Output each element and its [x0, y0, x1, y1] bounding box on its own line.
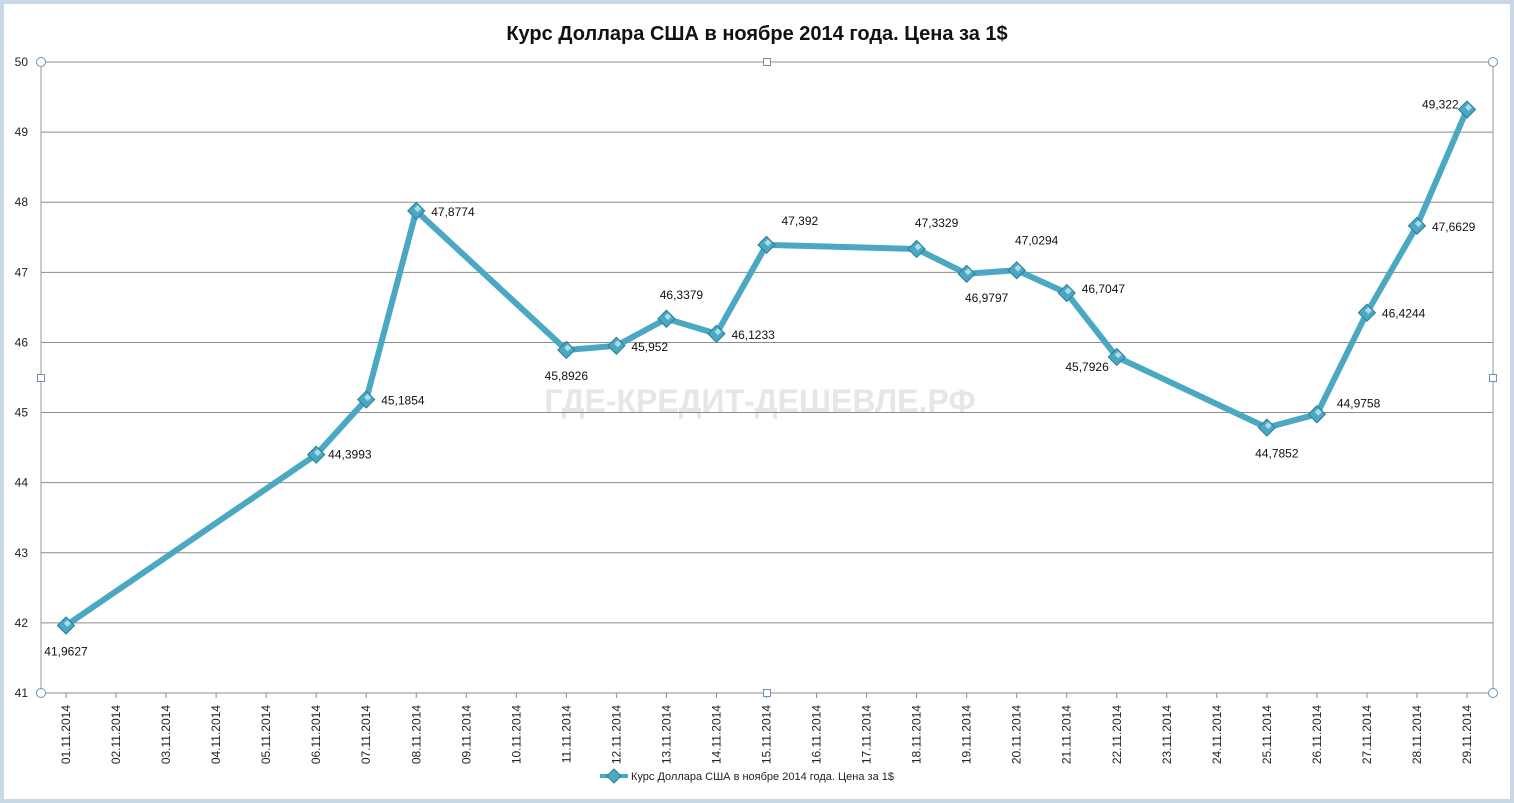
data-label: 47,0294 — [1015, 233, 1059, 247]
x-tick-label: 13.11.2014 — [659, 705, 673, 764]
gridlines — [40, 61, 1494, 694]
x-tick-label: 14.11.2014 — [709, 705, 723, 764]
x-tick-label: 28.11.2014 — [1410, 705, 1424, 764]
data-label: 49,322 — [1422, 98, 1459, 112]
resize-handle[interactable] — [36, 688, 46, 698]
x-tick-label: 10.11.2014 — [509, 705, 523, 764]
data-label: 46,7047 — [1082, 282, 1126, 296]
data-label: 46,9797 — [965, 291, 1009, 305]
data-label: 44,3993 — [328, 448, 372, 462]
x-tick-label: 09.11.2014 — [459, 705, 473, 764]
x-tick-label: 22.11.2014 — [1110, 705, 1124, 764]
y-tick-label: 42 — [15, 616, 29, 630]
data-point-highlight — [364, 393, 372, 401]
x-tick-label: 27.11.2014 — [1360, 705, 1374, 764]
data-labels: 41,9627 44,3993 45,1854 47,8774 45,8926 45,95… — [44, 98, 1475, 659]
resize-handle[interactable] — [763, 58, 771, 66]
x-tick-label: 20.11.2014 — [1010, 705, 1024, 764]
y-tick-label: 44 — [15, 476, 29, 490]
y-tick-label: 43 — [15, 546, 29, 560]
x-tick-label: 19.11.2014 — [960, 705, 974, 764]
resize-handle[interactable] — [1488, 57, 1498, 67]
resize-handle[interactable] — [1489, 374, 1497, 382]
x-tick-label: 05.11.2014 — [259, 705, 273, 764]
x-tick-label: 29.11.2014 — [1460, 705, 1474, 764]
data-label: 44,7852 — [1255, 447, 1299, 461]
x-tick-label: 03.11.2014 — [159, 705, 173, 764]
data-point-highlight — [314, 449, 322, 457]
data-label: 45,7926 — [1065, 360, 1109, 374]
data-point-highlight — [414, 205, 422, 213]
plot-area-border — [40, 61, 1494, 694]
series-line — [56, 100, 1477, 635]
legend-marker-swatch — [606, 768, 622, 784]
x-axis: 01.11.2014 02.11.2014 03.11.2014 04.11.2014… — [59, 693, 1474, 764]
y-tick-label: 41 — [15, 686, 29, 700]
data-label: 47,392 — [782, 214, 819, 228]
data-label: 46,1233 — [731, 328, 775, 342]
x-tick-label: 16.11.2014 — [810, 705, 824, 764]
x-tick-label: 04.11.2014 — [209, 705, 223, 764]
chart-title: Курс Доллара США в ноябре 2014 года. Цен… — [506, 23, 1007, 45]
data-label: 47,8774 — [431, 205, 475, 219]
x-tick-label: 06.11.2014 — [309, 705, 323, 764]
y-tick-label: 47 — [15, 265, 29, 279]
data-label: 46,4244 — [1382, 307, 1426, 321]
x-tick-label: 12.11.2014 — [609, 705, 623, 764]
data-label: 47,3329 — [915, 216, 959, 230]
x-tick-label: 08.11.2014 — [409, 705, 423, 764]
x-tick-label: 26.11.2014 — [1310, 705, 1324, 764]
series-polyline — [63, 106, 1470, 629]
legend-entry: Курс Доллара США в ноябре 2014 года. Цен… — [631, 771, 894, 783]
resize-handle[interactable] — [36, 57, 46, 67]
watermark: ГДЕ-КРЕДИТ-ДЕШЕВЛЕ.РФ — [544, 383, 975, 419]
y-tick-label: 48 — [15, 195, 29, 209]
selection-handles[interactable] — [36, 57, 1498, 698]
resize-handle[interactable] — [763, 689, 771, 697]
x-tick-label: 01.11.2014 — [59, 705, 73, 764]
data-label: 45,952 — [631, 340, 668, 354]
y-tick-label: 46 — [15, 335, 29, 349]
data-label: 47,6629 — [1432, 220, 1476, 234]
y-axis: 41 42 43 44 45 46 47 48 49 50 — [15, 55, 29, 700]
data-label: 41,9627 — [44, 645, 88, 659]
y-tick-label: 49 — [15, 125, 29, 139]
data-label: 46,3379 — [660, 288, 704, 302]
x-tick-label: 21.11.2014 — [1060, 705, 1074, 764]
data-label: 44,9758 — [1337, 396, 1381, 410]
x-tick-label: 23.11.2014 — [1160, 705, 1174, 764]
x-tick-label: 02.11.2014 — [109, 705, 123, 764]
resize-handle[interactable] — [37, 374, 45, 382]
legend: Курс Доллара США в ноябре 2014 года. Цен… — [600, 768, 894, 784]
x-tick-label: 24.11.2014 — [1210, 705, 1224, 764]
data-label: 45,8926 — [545, 369, 589, 383]
x-tick-label: 17.11.2014 — [860, 705, 874, 764]
resize-handle[interactable] — [1488, 688, 1498, 698]
data-label: 45,1854 — [381, 394, 425, 408]
x-tick-label: 18.11.2014 — [910, 705, 924, 764]
x-tick-label: 07.11.2014 — [359, 705, 373, 764]
y-tick-label: 50 — [15, 55, 29, 69]
y-tick-label: 45 — [15, 406, 29, 420]
x-tick-label: 25.11.2014 — [1260, 705, 1274, 764]
x-tick-label: 11.11.2014 — [559, 705, 573, 764]
x-tick-label: 15.11.2014 — [760, 705, 774, 764]
